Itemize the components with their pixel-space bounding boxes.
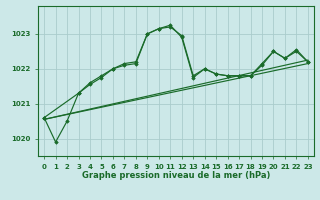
- X-axis label: Graphe pression niveau de la mer (hPa): Graphe pression niveau de la mer (hPa): [82, 171, 270, 180]
